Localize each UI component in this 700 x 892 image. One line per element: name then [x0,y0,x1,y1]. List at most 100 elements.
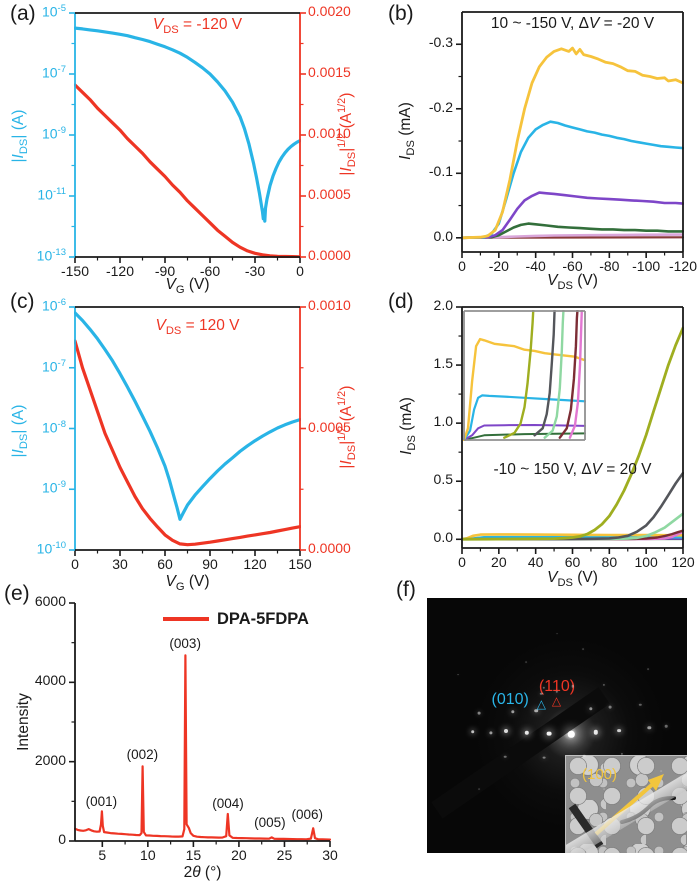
ylabel-left-c: |IDS| (A) [9,404,31,458]
ylabel-left-d: IDS (mA) [397,397,419,455]
xaxis-label-b: VDS (V) [547,272,598,293]
diffraction-spot [534,708,538,713]
tick-label: -40 [525,258,546,274]
tick-label: -0.1 [428,163,453,180]
panel-label-a: (a) [10,2,36,25]
series-vg-gold [463,337,586,441]
transfer-curve-chart-p-type: -150 -120 -90 -60 -30 0 10-5 10-7 10-9 10-11 10-13… [0,0,351,285]
tick-label: 0.0005 [308,186,351,202]
tick-label: 20 [231,847,247,863]
legend-line-swatch [163,617,209,621]
tick-label: 1.0 [433,413,453,430]
panel-d: (d) 0 20 40 60 80 100 120 0.0 0.5 1.0 1.5 2.0 -10 ~… [350,285,700,589]
tick-label: 0.0000 [308,540,351,556]
xaxis-label-e: 2θ (°) [183,864,222,881]
series-vg-gray [461,471,684,541]
series-xrd-trace [74,654,331,841]
chart-title-a: VDS = -120 V [152,16,243,37]
series-abs-current [74,311,301,521]
diffraction-spot [457,673,460,676]
chart-svg-d [456,306,684,554]
chart-svg-d_inset [463,310,586,441]
tick-label: 0.0015 [308,64,351,80]
diffraction-spot [489,731,493,735]
peak-annotation: (002) [126,746,159,762]
tick-label: 10-11 [37,186,66,203]
series-vg-wine [558,310,579,439]
diffraction-spot [524,660,527,663]
tick-label: -150 [60,263,90,279]
panel-b: (b) 0 -20 -40 -60 -80 -100 -120 0.0 -0.1 -0.2 -0.3… [350,0,700,292]
tick-label: 10-5 [41,3,66,20]
tick-label: 0.0005 [308,418,351,435]
series-vg-green [461,222,684,240]
diffraction-spot [470,730,475,734]
panel-label-e: (e) [4,582,30,605]
xaxis-label-d: VDS (V) [547,569,598,590]
panel-a: (a) -150 -120 -90 -60 -30 0 10-5 10-7 10-9 10-11 1… [0,0,358,296]
series-vg-lgreen [543,310,565,439]
tick-label: -0.3 [428,34,453,51]
series-vg-purple [461,191,684,240]
diffraction-spot [540,692,543,695]
diffraction-spot [511,710,515,714]
peak-annotation: (005) [254,815,286,831]
tick-label: 10-7 [41,357,66,375]
tick-label: 120 [243,556,267,572]
tick-label: 0 [458,554,466,570]
diffraction-spot [477,711,481,715]
series-vg-cyan [463,394,586,441]
tick-label: 60 [157,556,173,572]
panel-label-f: (f) [396,578,416,601]
tick-label: 20 [491,554,507,570]
tick-label: -100 [632,258,661,274]
chart-svg-c [69,306,306,556]
series-vg-yellow [461,46,684,240]
tick-label: -80 [599,258,620,274]
tick-label: 15 [185,847,202,863]
tick-label: -0.2 [428,98,453,115]
tick-label: 0 [458,258,466,274]
diffraction-spot [524,730,530,735]
series-vg-olive [461,326,684,541]
panel-label-d: (d) [388,290,414,313]
tick-label: 0.0010 [308,125,351,141]
tick-label: 120 [671,554,695,570]
tick-label: 10-10 [36,540,66,557]
legend-label: DPA-5FDPA [217,609,309,628]
series-vg-gray [533,310,556,437]
tick-label: 6000 [34,593,66,609]
tick-label: 0 [296,263,304,279]
tick-label: -90 [154,263,176,279]
tick-label: -120 [668,258,698,274]
diffraction-spot [589,706,593,711]
diffraction-spot [608,705,612,709]
output-curve-chart-p-type: 0 -20 -40 -60 -80 -100 -120 0.0 -0.1 -0.2 -0.3 [350,0,700,285]
tick-label: -120 [105,263,135,279]
tem-inset: (100) [565,755,687,853]
tick-label: 2.0 [433,297,453,313]
diffraction-spot [602,788,605,791]
series-abs-current [74,26,301,223]
tick-label: 4000 [34,672,66,689]
diffraction-spot [647,726,651,730]
diffraction-spot [478,788,480,791]
series-vg-magenta [568,310,584,439]
tick-label: 0.0000 [308,247,351,263]
tick-label: 10-9 [41,125,66,142]
xrd-legend: DPA-5FDPA [163,610,309,628]
tick-label: 30 [322,847,338,863]
tick-label: 2000 [34,751,66,768]
tick-label: 90 [202,556,218,572]
tick-label: 10-13 [36,247,66,264]
tick-label: 60 [564,554,581,570]
tick-label: 10 [140,847,156,863]
diffraction-spot [503,755,507,758]
tick-label: 80 [601,554,618,570]
chart-title-c: VDS = 120 V [155,317,240,338]
diffraction-spot-marker: △ [536,696,547,711]
series-vg-dgreen [463,432,586,441]
electron-diffraction-image: (010) (110) (100) △ △ [427,598,687,853]
peak-annotation: (001) [85,794,118,810]
